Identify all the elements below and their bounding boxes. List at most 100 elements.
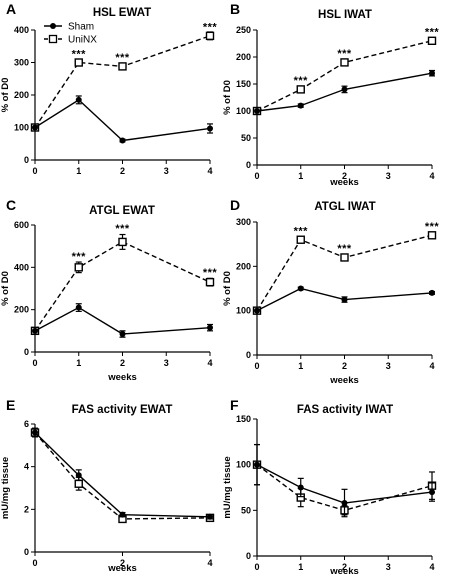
chart-title: HSL IWAT	[318, 9, 372, 21]
significance-marker: ***	[425, 221, 440, 233]
x-tick-label: 4	[429, 562, 434, 572]
x-tick-label: 2	[342, 171, 347, 181]
series-line-sham	[34, 306, 211, 335]
series-line-sham	[256, 287, 433, 312]
chart-title: FAS activity IWAT	[297, 404, 393, 416]
y-tick-label: 300	[14, 58, 29, 68]
y-tick-label: 400	[14, 262, 29, 272]
significance-marker: ***	[337, 243, 352, 255]
y-axis-label: mU/mg tissue	[0, 457, 11, 519]
data-point-uninx	[118, 62, 127, 71]
y-tick-label: 200	[14, 305, 29, 315]
y-tick-label: 300	[236, 217, 251, 227]
y-tick-label: 100	[236, 306, 251, 316]
y-tick-label: 0	[24, 547, 29, 557]
data-point-sham	[32, 327, 38, 334]
data-point-uninx	[205, 31, 215, 41]
y-tick-label: 50	[241, 505, 251, 515]
data-point-sham	[207, 125, 213, 132]
data-point-sham	[341, 500, 348, 507]
panel-label: B	[230, 1, 240, 17]
significance-marker: ***	[294, 75, 309, 87]
x-tick-label: 1	[298, 361, 303, 371]
data-point-sham	[254, 461, 260, 468]
data-point-uninx	[427, 36, 437, 45]
y-tick-label: 400	[14, 25, 29, 35]
x-tick-label: 0	[32, 166, 37, 176]
data-point-sham	[119, 511, 126, 518]
significance-marker: ***	[72, 49, 87, 61]
data-point-sham	[75, 96, 82, 103]
data-point-sham	[341, 86, 348, 93]
y-axis-label: % of D0	[222, 271, 233, 306]
data-point-sham	[32, 429, 38, 436]
y-axis-label: % of D0	[0, 271, 11, 306]
data-point-sham	[297, 285, 304, 292]
data-point-uninx	[74, 263, 83, 272]
significance-marker: ***	[115, 223, 130, 235]
data-point-sham	[119, 331, 126, 338]
x-tick-label: 3	[386, 361, 391, 371]
y-tick-label: 150	[236, 79, 251, 89]
x-tick-label: 2	[120, 166, 125, 176]
x-tick-label: 1	[76, 166, 81, 176]
x-tick-label: 1	[76, 358, 81, 368]
y-tick-label: 200	[236, 261, 251, 271]
y-tick-label: 0	[24, 155, 29, 165]
x-tick-label: 4	[207, 558, 212, 568]
y-tick-label: 600	[14, 220, 29, 230]
data-point-sham	[429, 489, 435, 496]
series-line-sham	[34, 432, 211, 518]
significance-marker: ***	[203, 267, 218, 279]
panel-label: D	[230, 197, 240, 213]
data-point-uninx	[74, 479, 83, 488]
data-point-sham	[207, 513, 213, 520]
x-tick-label: 1	[298, 171, 303, 181]
x-tick-label: 0	[32, 358, 37, 368]
chart-panel-d: D ATGL IWAT 0 100 200 300 0 1 2 3 4 weeks % of D0 ***…	[222, 197, 439, 386]
data-point-uninx	[296, 235, 305, 244]
series-line-sham	[256, 72, 433, 112]
x-axis-label: weeks	[329, 177, 359, 188]
x-tick-label: 2	[120, 358, 125, 368]
significance-marker: ***	[203, 22, 218, 34]
chart-title: HSL EWAT	[93, 7, 151, 19]
x-tick-label: 3	[386, 562, 391, 572]
data-point-sham	[207, 324, 213, 331]
y-tick-label: 200	[236, 52, 251, 62]
y-tick-label: 150	[236, 414, 251, 424]
series-line-uninx	[34, 35, 211, 128]
x-axis-label: weeks	[329, 375, 359, 386]
chart-panel-c: C ATGL EWAT 0 200 400 600 0 1 2 3 4 weeks % of D0 ***…	[0, 197, 217, 383]
y-tick-label: 200	[14, 90, 29, 100]
x-axis-label: weeks	[107, 563, 137, 574]
y-axis-label: % of D0	[222, 80, 233, 115]
chart-title: ATGL IWAT	[314, 201, 375, 213]
x-tick-label: 0	[254, 562, 259, 572]
x-tick-label: 3	[164, 166, 169, 176]
data-point-sham	[75, 304, 82, 311]
data-point-sham	[429, 70, 435, 77]
x-tick-label: 4	[207, 166, 212, 176]
data-point-uninx	[205, 277, 215, 287]
significance-marker: ***	[115, 52, 130, 64]
chart-title: ATGL EWAT	[89, 205, 155, 217]
x-tick-label: 3	[386, 171, 391, 181]
data-point-uninx	[118, 237, 127, 247]
legend-label: Sham	[68, 22, 94, 33]
chart-panel-a: A HSL EWAT 0 100 200 300 400 0 1 2 3 4 % of D0 *** ***…	[0, 1, 217, 176]
x-axis-label: weeks	[107, 372, 137, 383]
legend-marker	[48, 34, 58, 44]
series-line-uninx	[256, 40, 433, 112]
series-line-sham	[256, 464, 433, 504]
series-line-sham	[34, 98, 211, 142]
chart-panel-f: F FAS activity IWAT 0 50 100 150 0 1 2 3 4 weeks mU/…	[222, 397, 437, 577]
data-point-uninx	[340, 253, 349, 262]
x-tick-label: 0	[32, 558, 37, 568]
x-tick-label: 4	[429, 171, 434, 181]
panel-label: A	[6, 1, 16, 17]
y-tick-label: 0	[246, 551, 251, 561]
y-tick-label: 50	[241, 133, 251, 143]
legend-marker	[50, 23, 56, 29]
